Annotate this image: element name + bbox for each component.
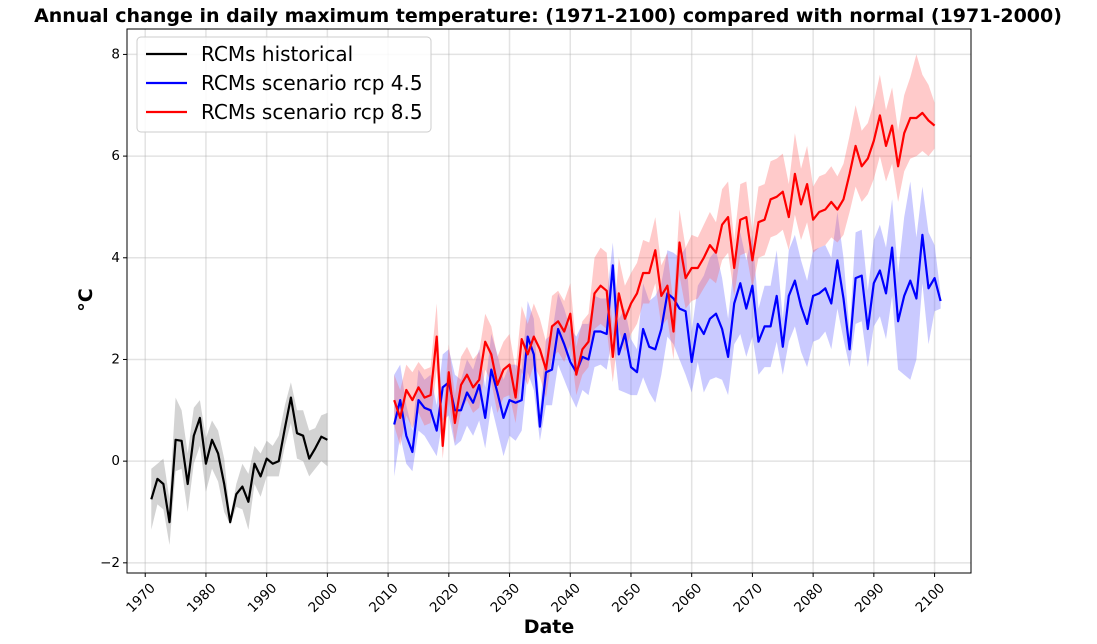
x-tick-label: 2010	[366, 580, 402, 616]
x-tick-label: 2050	[609, 580, 645, 616]
x-tick-label: 2090	[852, 580, 888, 616]
series-lines	[150, 111, 942, 524]
x-tick-label: 2030	[488, 580, 524, 616]
y-tick-label: 2	[111, 351, 120, 367]
series-band	[394, 181, 941, 477]
plot-frame	[126, 28, 972, 574]
y-tick-label: −2	[100, 555, 120, 571]
x-tick-label: 2060	[670, 580, 706, 616]
x-tick-label: 2070	[730, 580, 766, 616]
uncertainty-bands	[151, 54, 941, 545]
y-tick-label: 8	[111, 46, 120, 62]
legend-label: RCMs historical	[201, 42, 353, 66]
legend-frame	[136, 36, 432, 133]
series-band	[394, 54, 935, 459]
y-tick-label: 0	[111, 453, 120, 469]
series-line	[393, 111, 936, 447]
y-axis-label: °C	[75, 288, 97, 311]
x-tick-label: 2080	[791, 580, 827, 616]
x-tick-label: 2020	[427, 580, 463, 616]
legend-label: RCMs scenario rcp 8.5	[201, 100, 423, 124]
series-line	[150, 396, 328, 524]
y-tick-label: 4	[111, 250, 120, 266]
x-tick-label: 1990	[245, 580, 281, 616]
x-axis-label: Date	[524, 616, 575, 638]
legend-label: RCMs scenario rcp 4.5	[201, 71, 423, 95]
x-tick-label: 1980	[184, 580, 220, 616]
legend: RCMs historical RCMs scenario rcp 4.5 RCMs…	[136, 36, 432, 133]
x-tick-label: 2040	[548, 580, 584, 616]
grid	[127, 29, 971, 573]
y-tick-label: 6	[111, 148, 120, 164]
x-tick-label: 1970	[123, 580, 159, 616]
x-tick-label: 2100	[913, 580, 949, 616]
series-band	[151, 382, 328, 545]
chart-title: Annual change in daily maximum temperatu…	[34, 5, 1062, 27]
x-tick-label: 2000	[305, 580, 341, 616]
